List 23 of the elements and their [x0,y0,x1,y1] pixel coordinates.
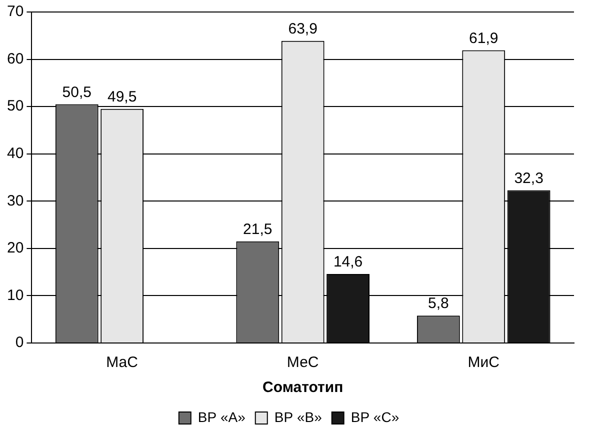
data-label: 63,9 [288,20,318,38]
x-axis-title: Соматотип [262,379,344,396]
y-tick-label: 30 [6,192,24,210]
data-label: 21,5 [243,220,272,238]
legend-label: ВР «С» [350,408,400,425]
y-tick-label: 70 [6,3,24,20]
data-label: 49,5 [107,88,137,106]
y-tick-label: 40 [6,145,24,162]
x-tick-label: МиС [468,354,500,372]
y-tick-label: 10 [6,286,24,304]
data-label: 50,5 [62,84,92,101]
x-tick-label: МаС [106,354,138,372]
data-label: 14,6 [333,254,363,271]
x-tick-label: МеС [286,354,319,372]
data-label: 5,8 [428,295,449,312]
legend-label: ВР «В» [274,408,322,425]
y-tick-label: 50 [6,98,24,115]
data-label: 32,3 [514,170,544,187]
y-tick-label: 0 [15,334,24,352]
y-tick-label: 60 [6,50,24,68]
data-label: 61,9 [469,30,498,47]
legend-label: ВР «А» [198,408,246,425]
y-tick-label: 20 [6,240,24,257]
